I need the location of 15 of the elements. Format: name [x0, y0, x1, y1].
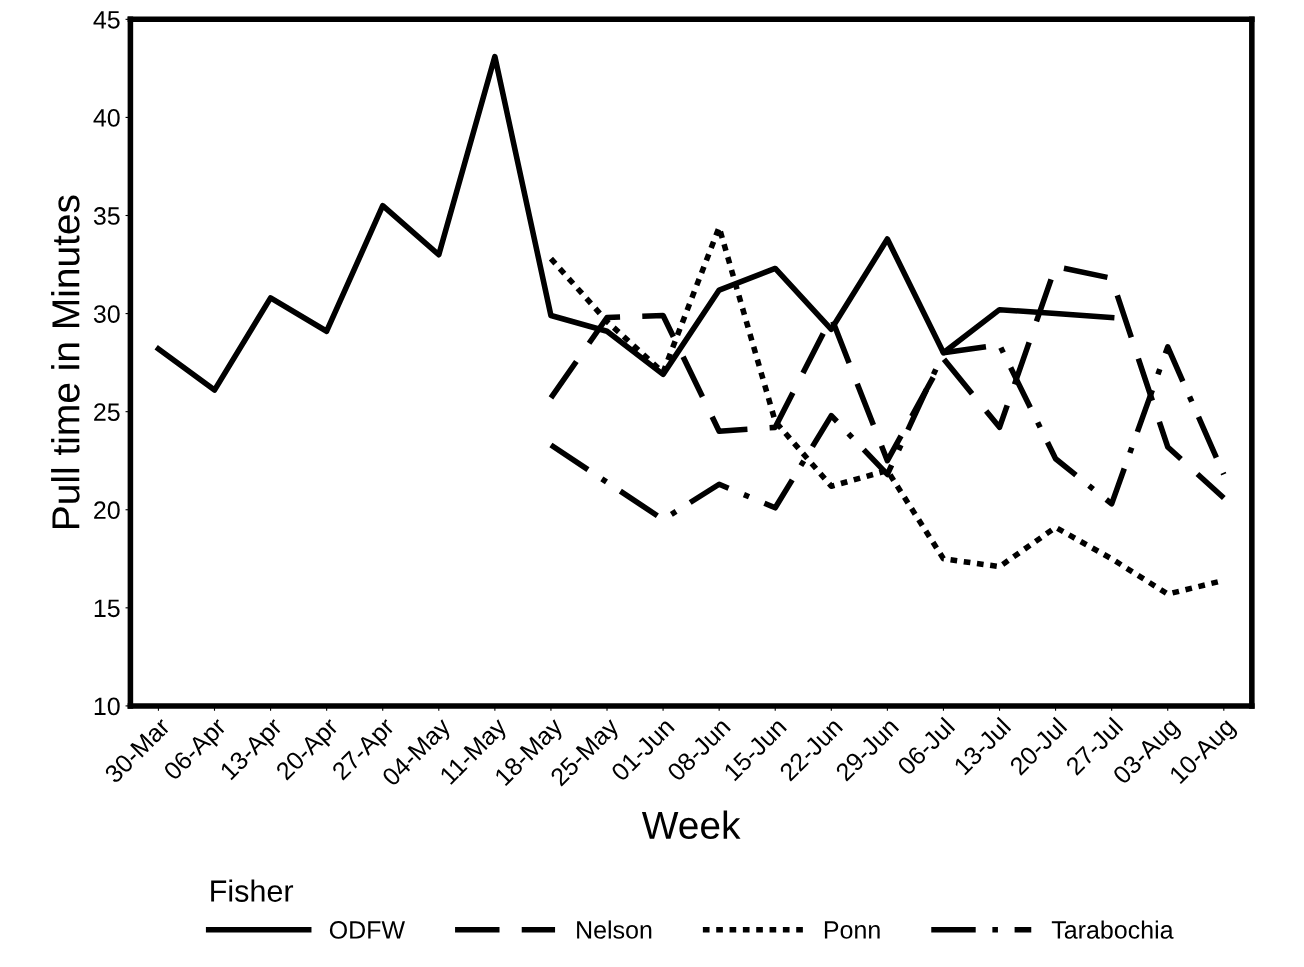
y-tick-label: 20 [94, 501, 120, 520]
legend-label: Nelson [577, 920, 652, 939]
y-tick-label: 30 [93, 305, 120, 323]
y-tick-label: 10 [94, 697, 120, 716]
y-tick-label: 40 [93, 109, 120, 127]
legend-label: Ponn [824, 921, 880, 939]
legend-label: Tarabochia [1051, 920, 1174, 939]
y-tick-label: 15 [94, 599, 120, 618]
y-tick-label: 45 [93, 11, 120, 29]
legend-label: ODFW [329, 921, 405, 939]
x-axis-title: Week [641, 810, 741, 840]
legend-title: Fisher [211, 879, 294, 902]
y-tick-label: 25 [94, 403, 120, 421]
y-tick-label: 35 [93, 207, 120, 225]
y-axis-title: Pull time in Minutes [51, 195, 80, 529]
